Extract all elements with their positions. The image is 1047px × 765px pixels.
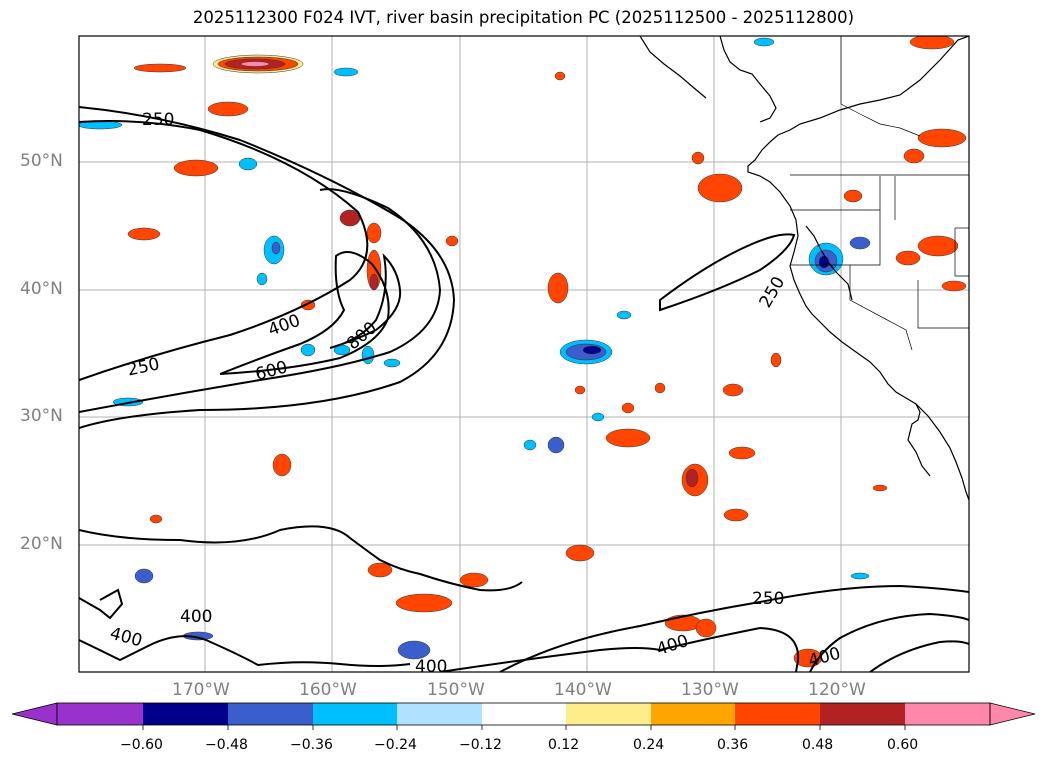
- colorbar-tick-label: −0.12: [459, 737, 502, 753]
- colorbar-swatch: [57, 703, 143, 725]
- colorbar-tick-label: 0.36: [717, 737, 749, 753]
- colorbar-tick-label: 0.24: [633, 737, 665, 753]
- colorbar-swatch: [905, 703, 990, 725]
- colorbar-swatch: [313, 703, 397, 725]
- colorbar-swatch: [820, 703, 905, 725]
- ivt-contours: [79, 106, 969, 672]
- lon-label: 120°W: [808, 680, 866, 700]
- colorbar-tick-label: 0.48: [802, 737, 834, 753]
- colorbar-tick-label: −0.60: [120, 737, 163, 753]
- colorbar-swatch: [651, 703, 735, 725]
- lat-label: 20°N: [20, 534, 63, 554]
- contour-label: 400: [415, 657, 447, 677]
- contour-label: 250: [752, 589, 784, 609]
- colorbar-swatch: [482, 703, 566, 725]
- colorbar-tick-label: −0.36: [290, 737, 333, 753]
- lon-label: 150°W: [427, 680, 485, 700]
- lon-label: 170°W: [172, 680, 230, 700]
- lat-label: 50°N: [20, 151, 63, 171]
- colorbar-swatch: [566, 703, 651, 725]
- colorbar-tick-label: −0.24: [374, 737, 417, 753]
- colorbar-swatch: [735, 703, 820, 725]
- colorbar-extend-low: [11, 702, 58, 726]
- lon-label: 140°W: [554, 680, 612, 700]
- political-borders: [790, 36, 969, 351]
- colorbar-ticks: [142, 725, 906, 730]
- colorbar-swatch: [228, 703, 313, 725]
- positive-precip-areas: [127, 36, 967, 668]
- colorbar-extend-high: [989, 702, 1036, 726]
- map-title: 2025112300 F024 IVT, river basin precipi…: [192, 8, 855, 27]
- plot-frame: [78, 35, 970, 673]
- lat-label: 40°N: [20, 279, 63, 299]
- lat-label: 30°N: [20, 406, 63, 426]
- colorbar: [11, 702, 1036, 730]
- colorbar-frame: [56, 702, 991, 726]
- colorbar-swatch: [397, 703, 482, 725]
- plot-area: [79, 36, 969, 672]
- colorbar-tick-label: 0.60: [887, 737, 919, 753]
- gridlines: [79, 36, 969, 672]
- lon-label: 160°W: [299, 680, 357, 700]
- colorbar-tick-label: −0.48: [205, 737, 248, 753]
- coastline: [639, 36, 969, 501]
- colorbar-swatch: [143, 703, 228, 725]
- contour-label: 400: [180, 607, 212, 627]
- colorbar-tick-label: 0.12: [548, 737, 580, 753]
- lon-label: 130°W: [681, 680, 739, 700]
- contour-label: 250: [142, 110, 174, 130]
